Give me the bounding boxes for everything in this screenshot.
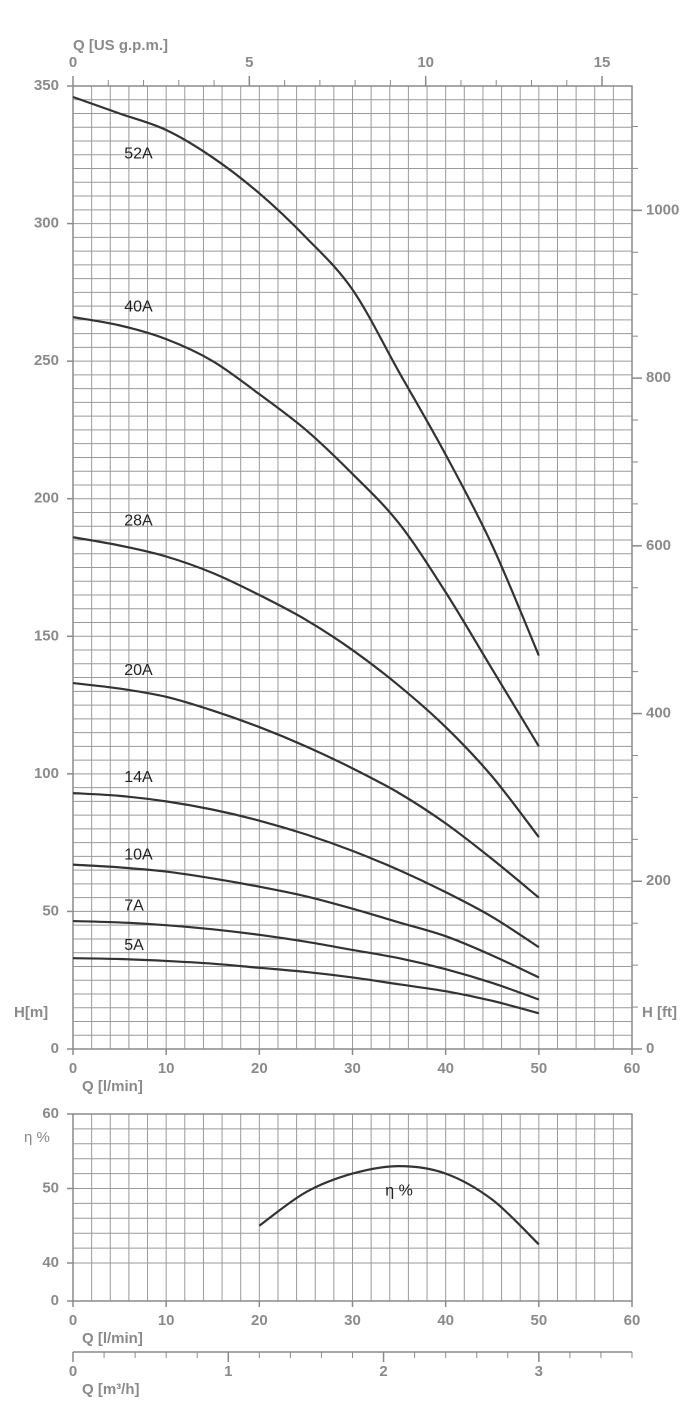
y-tick-label: 0 bbox=[51, 1040, 59, 1057]
curve bbox=[72, 957, 540, 1015]
curve-label: 14A bbox=[124, 769, 153, 786]
x2-tick-label: 0 bbox=[69, 1363, 77, 1380]
x-axis-label: Q [l/min] bbox=[82, 1078, 143, 1095]
x2-tick-label: 15 bbox=[594, 54, 611, 71]
y-tick-label: 100 bbox=[34, 765, 59, 782]
y2-tick-label: 0 bbox=[646, 1040, 654, 1057]
y2-axis-label: H [ft] bbox=[642, 1004, 677, 1021]
x-tick-label: 40 bbox=[437, 1060, 454, 1077]
x-tick-label: 30 bbox=[344, 1060, 361, 1077]
curve-label: 5A bbox=[124, 937, 144, 954]
x-tick-label: 50 bbox=[530, 1060, 547, 1077]
x-tick-label: 20 bbox=[251, 1312, 268, 1329]
y-tick-label: 200 bbox=[34, 490, 59, 507]
x-tick-label: 60 bbox=[624, 1312, 641, 1329]
curve-label: 7A bbox=[124, 898, 144, 915]
y2-tick-label: 400 bbox=[646, 705, 671, 722]
y-tick-label: 60 bbox=[42, 1105, 59, 1122]
x2-tick-label: 5 bbox=[245, 54, 253, 71]
y-axis-label: η % bbox=[24, 1129, 50, 1146]
curve bbox=[72, 536, 540, 838]
y-tick-label: 50 bbox=[42, 1179, 59, 1196]
x-tick-label: 40 bbox=[437, 1312, 454, 1329]
curve bbox=[72, 792, 540, 949]
x-tick-label: 30 bbox=[344, 1312, 361, 1329]
x-tick-label: 10 bbox=[158, 1060, 175, 1077]
x2-tick-label: 0 bbox=[69, 54, 77, 71]
y-tick-label: 150 bbox=[34, 627, 59, 644]
x2-axis-label: Q [m³/h] bbox=[82, 1381, 140, 1398]
x2-tick-label: 3 bbox=[535, 1363, 543, 1380]
x2-tick-label: 10 bbox=[417, 54, 434, 71]
curve-label: 10A bbox=[124, 847, 153, 864]
curve bbox=[258, 1165, 540, 1246]
curve-label: 40A bbox=[124, 299, 153, 316]
curve bbox=[72, 95, 540, 656]
curve-label: 20A bbox=[124, 662, 153, 679]
y-tick-label: 300 bbox=[34, 215, 59, 232]
x-tick-label: 10 bbox=[158, 1312, 175, 1329]
curve bbox=[72, 316, 540, 747]
x-axis-label: Q [l/min] bbox=[82, 1330, 143, 1347]
y2-tick-label: 1000 bbox=[646, 201, 679, 218]
y-axis-label: H[m] bbox=[14, 1004, 48, 1021]
y-tick-label: 250 bbox=[34, 352, 59, 369]
curve bbox=[72, 681, 540, 899]
x2-tick-label: 2 bbox=[379, 1363, 387, 1380]
x-tick-label: 20 bbox=[251, 1060, 268, 1077]
y2-tick-label: 800 bbox=[646, 369, 671, 386]
x-tick-label: 0 bbox=[69, 1312, 77, 1329]
y2-tick-label: 200 bbox=[646, 872, 671, 889]
y-tick-label: 40 bbox=[42, 1254, 59, 1271]
x2-tick-label: 1 bbox=[224, 1363, 232, 1380]
y-tick-label: 350 bbox=[34, 77, 59, 94]
x-tick-label: 60 bbox=[624, 1060, 641, 1077]
y-tick-label: 50 bbox=[42, 902, 59, 919]
curve-label: η % bbox=[385, 1182, 413, 1199]
curve bbox=[72, 863, 540, 979]
y-tick-label: 0 bbox=[51, 1292, 59, 1309]
curve-label: 28A bbox=[124, 513, 153, 530]
curve-label: 52A bbox=[124, 146, 153, 163]
x-tick-label: 50 bbox=[530, 1312, 547, 1329]
curve bbox=[72, 919, 540, 1001]
x2-axis-label: Q [US g.p.m.] bbox=[73, 37, 168, 54]
x-tick-label: 0 bbox=[69, 1060, 77, 1077]
y2-tick-label: 600 bbox=[646, 537, 671, 554]
